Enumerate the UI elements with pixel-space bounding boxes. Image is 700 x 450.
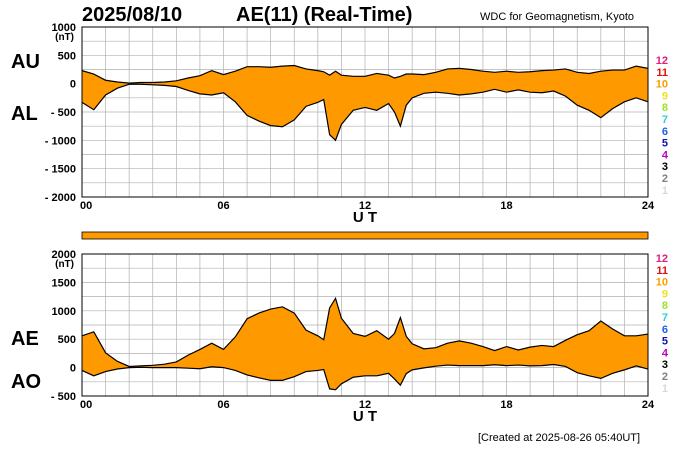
panel2-y-tick-label: 500	[58, 334, 76, 346]
panel1-y-tick-label: 500	[58, 50, 76, 62]
ao-label: AO	[11, 371, 41, 393]
panel1-scale-label: 10	[656, 79, 668, 91]
panel1-scale-label: 1	[662, 185, 668, 197]
panel1-series-line-al	[81, 83, 649, 142]
panel2-x-tick-label: 24	[642, 399, 655, 411]
panel1-x-tick-label: 00	[80, 200, 92, 212]
panel2-scale-label: 12	[656, 253, 668, 265]
panel1-y-tick-label: - 2000	[45, 192, 76, 204]
panel1-x-axis-title: U T	[353, 209, 377, 226]
panel2-scale-label: 10	[656, 277, 668, 289]
panel2-x-tick-label: 18	[500, 399, 512, 411]
panel2-y-tick-label: 1500	[52, 277, 76, 289]
panel2-series-line-ao	[81, 363, 649, 391]
created-timestamp: [Created at 2025-08-26 05:40UT]	[478, 432, 641, 444]
organization-label: WDC for Geomagnetism, Kyoto	[480, 11, 635, 23]
panel1-y-tick-label: 1000	[52, 22, 76, 34]
panel1-x-tick-label: 18	[500, 200, 512, 212]
panel1-scale-label: 4	[662, 149, 669, 161]
panel2-y-tick-label: 2000	[52, 249, 76, 261]
date-heading: 2025/08/10	[82, 4, 183, 26]
panel2-x-tick-label: 00	[80, 399, 92, 411]
panel1-scale-label: 6	[662, 126, 668, 138]
panel2-range-fill	[82, 298, 648, 390]
panel2-unit-label: (nT)	[55, 259, 74, 270]
panel1-scale-label: 3	[662, 161, 668, 173]
panel2-x-tick-label: 12	[359, 399, 371, 411]
panel2-series-line-ae	[81, 296, 649, 368]
panel2-y-tick-label: 1000	[52, 306, 76, 318]
panel1-y-tick-label: 0	[70, 79, 76, 91]
panel1-x-tick-label: 24	[642, 200, 655, 212]
panel1-scale-label: 9	[662, 90, 668, 102]
panel2-scale-label: 5	[662, 336, 668, 348]
al-label: AL	[11, 103, 38, 125]
panel1-scale-label: 8	[662, 102, 668, 114]
panel1-scale-label: 11	[656, 67, 668, 79]
panel2-scale-label: 11	[656, 265, 668, 277]
orange-band	[81, 231, 649, 240]
panel2-scale-label: 3	[662, 359, 668, 371]
panel1-y-tick-label: - 1000	[45, 135, 76, 147]
panel1-plot-border	[81, 26, 649, 198]
panel1-range-fill	[82, 65, 648, 141]
chart-title: AE(11) (Real-Time)	[236, 4, 413, 26]
panel2-scale-label: 8	[662, 300, 668, 312]
panel1-series-line-au	[81, 64, 649, 84]
panel2-y-tick-label: 0	[70, 363, 76, 375]
panel2-plot-border	[81, 253, 649, 397]
au-label: AU	[11, 51, 40, 73]
panel1-y-tick-label: - 1500	[45, 164, 76, 176]
panel2-x-axis-title: U T	[353, 408, 377, 425]
panel1-scale-label: 2	[662, 173, 668, 185]
panel1-unit-label: (nT)	[55, 32, 74, 43]
ae-label: AE	[11, 328, 39, 350]
panel1-x-tick-label: 12	[359, 200, 371, 212]
panel1-y-tick-label: - 500	[51, 107, 76, 119]
panel2-scale-label: 4	[662, 347, 669, 359]
panel2-y-tick-label: - 500	[51, 391, 76, 403]
panel2-scale-label: 6	[662, 324, 668, 336]
panel1-x-tick-label: 06	[217, 200, 229, 212]
panel2-x-tick-label: 06	[217, 399, 229, 411]
panel2-scale-label: 1	[662, 383, 668, 395]
panel1-scale-label: 5	[662, 138, 668, 150]
panel2-scale-label: 7	[662, 312, 668, 324]
panel2-scale-label: 2	[662, 371, 668, 383]
panel2-scale-label: 9	[662, 288, 668, 300]
panel1-scale-label: 7	[662, 114, 668, 126]
panel1-scale-label: 12	[656, 55, 668, 67]
